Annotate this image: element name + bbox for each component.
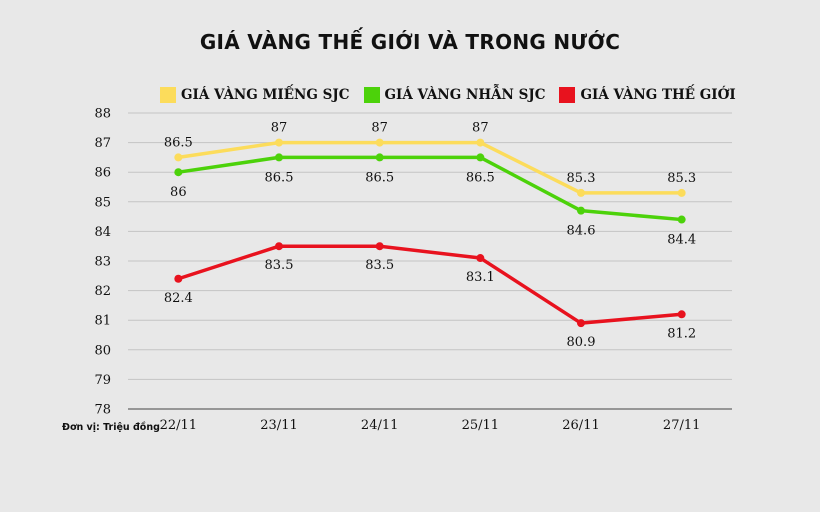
x-tick-label-22/11: 22/11 xyxy=(160,418,197,433)
series-0-point-3 xyxy=(476,138,485,147)
unit-note: Đơn vị: Triệu đồng xyxy=(62,422,160,433)
series-line-0 xyxy=(178,140,682,195)
series-2-label-1: 83.5 xyxy=(265,258,294,273)
y-tick-label-84: 84 xyxy=(94,225,111,240)
legend-label-sjc-ring: GIÁ VÀNG NHẪN SJC xyxy=(384,87,546,103)
y-tick-label-78: 78 xyxy=(94,403,111,418)
series-0-label-0: 86.5 xyxy=(164,135,193,150)
y-tick-label-85: 85 xyxy=(94,195,111,210)
x-tick-label-26/11: 26/11 xyxy=(562,418,599,433)
y-tick-label-83: 83 xyxy=(94,255,111,270)
series-0-point-1 xyxy=(275,138,283,147)
legend-label-world: GIÁ VÀNG THẾ GIỚI xyxy=(580,87,736,103)
y-tick-label-82: 82 xyxy=(94,284,111,299)
legend-swatch-sjc-ring xyxy=(363,87,380,103)
legend-swatch-sjc-bar xyxy=(160,87,176,103)
series-1-label-4: 84.6 xyxy=(567,224,596,239)
y-tick-label-86: 86 xyxy=(94,166,111,181)
series-0-label-4: 85.3 xyxy=(567,171,596,186)
chart-title: GIÁ VÀNG THẾ GIỚI VÀ TRONG NƯỚC xyxy=(199,30,621,54)
series-0-point-2 xyxy=(375,138,384,147)
series-1-point-4 xyxy=(577,206,585,215)
series-2-point-4 xyxy=(577,319,585,328)
series-2-label-5: 81.2 xyxy=(667,326,696,341)
legend: GIÁ VÀNG MIẾNG SJC GIÁ VÀNG NHẪN SJC GIÁ… xyxy=(160,87,750,103)
series-1-label-5: 84.4 xyxy=(667,233,696,248)
series-2-label-2: 83.5 xyxy=(365,258,394,273)
x-axis: 22/11 23/11 24/11 25/11 26/11 27/11 xyxy=(160,418,701,433)
series-0-point-4 xyxy=(577,188,585,197)
data-labels: 86.5 87 87 87 85.3 85.3 86 86.5 86.5 86.5 84.6 84.4… xyxy=(164,121,696,351)
series-1-point-2 xyxy=(375,153,384,162)
series-1-point-3 xyxy=(476,153,485,162)
series-1-point-5 xyxy=(677,215,686,224)
legend-item-world: GIÁ VÀNG THẾ GIỚI xyxy=(559,87,736,103)
y-tick-label-81: 81 xyxy=(94,314,111,329)
series-2-point-0 xyxy=(174,274,183,283)
x-tick-label-23/11: 23/11 xyxy=(260,418,297,433)
series-0-point-0 xyxy=(174,153,183,162)
y-tick-label-79: 79 xyxy=(94,373,111,388)
legend-item-sjc-bar: GIÁ VÀNG MIẾNG SJC xyxy=(160,87,350,103)
series-0-label-1: 87 xyxy=(271,121,288,136)
grid-lines xyxy=(128,112,732,410)
series-1-label-0: 86 xyxy=(170,185,187,200)
x-tick-label-25/11: 25/11 xyxy=(462,418,499,433)
y-axis: 78 79 80 81 82 83 84 85 86 87 88 xyxy=(94,107,111,418)
y-tick-label-80: 80 xyxy=(94,343,111,358)
y-tick-label-88: 88 xyxy=(94,107,111,122)
series-2-label-4: 80.9 xyxy=(567,335,596,350)
x-tick-label-24/11: 24/11 xyxy=(361,418,398,433)
series-2-label-0: 82.4 xyxy=(164,291,193,306)
series-2-point-3 xyxy=(476,254,485,263)
series-2-label-3: 83.1 xyxy=(466,270,495,285)
series-0-label-3: 87 xyxy=(472,121,489,136)
series-1-label-3: 86.5 xyxy=(466,170,495,185)
legend-item-sjc-ring: GIÁ VÀNG NHẪN SJC xyxy=(363,87,546,103)
x-tick-label-27/11: 27/11 xyxy=(663,418,700,433)
legend-label-sjc-bar: GIÁ VÀNG MIẾNG SJC xyxy=(181,87,350,103)
series-1-label-1: 86.5 xyxy=(265,170,294,185)
series-0-label-2: 87 xyxy=(371,121,388,136)
series-0-point-5 xyxy=(677,188,686,197)
series-line-2 xyxy=(177,244,682,325)
series-line-1 xyxy=(178,155,682,222)
y-tick-label-87: 87 xyxy=(94,136,111,151)
series-2-point-1 xyxy=(275,242,283,251)
series-1-point-0 xyxy=(174,168,183,177)
series-1-point-1 xyxy=(275,153,283,162)
series-2-point-2 xyxy=(375,242,384,251)
series-lines xyxy=(174,138,686,328)
series-0-label-5: 85.3 xyxy=(667,171,696,186)
series-2-point-5 xyxy=(677,310,686,319)
legend-swatch-world xyxy=(559,87,576,103)
series-1-label-2: 86.5 xyxy=(365,170,394,185)
